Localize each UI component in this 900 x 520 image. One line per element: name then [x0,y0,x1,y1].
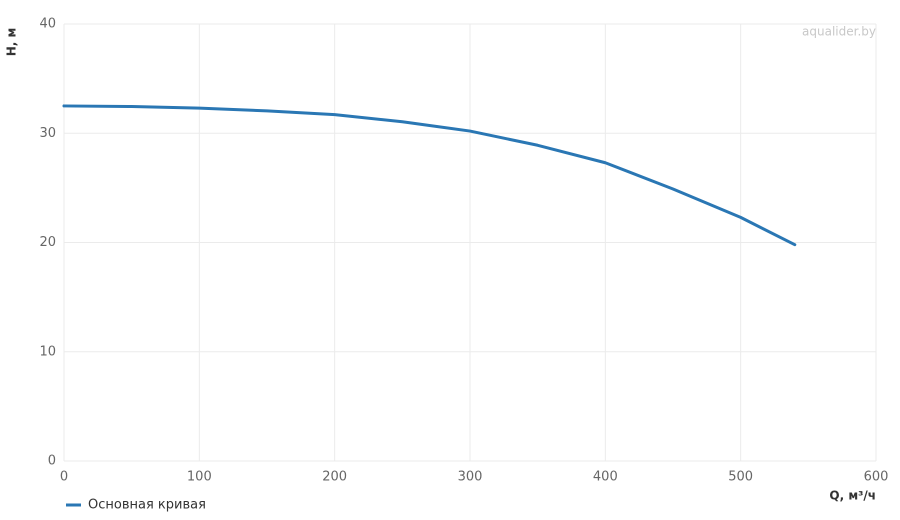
legend-label: Основная кривая [88,498,206,513]
watermark: aqualider.by [802,25,876,39]
x-tick-label: 100 [187,470,212,485]
line [62,104,797,247]
y-axis-label: H, м [5,28,19,57]
y-tick-label: 10 [39,344,56,359]
x-tick-label: 300 [458,470,483,485]
y-tick-label: 0 [48,454,56,469]
x-tick-label: 0 [60,470,68,485]
y-tick-label: 40 [39,17,56,32]
x-tick-label: 400 [593,470,618,485]
x-tick-label: 500 [728,470,753,485]
x-axis-label: Q, м³/ч [829,489,876,503]
x-tick-label: 200 [322,470,347,485]
y-tick-label: 30 [39,126,56,141]
y-tick-label: 20 [39,235,56,250]
x-tick-label: 600 [864,470,889,485]
